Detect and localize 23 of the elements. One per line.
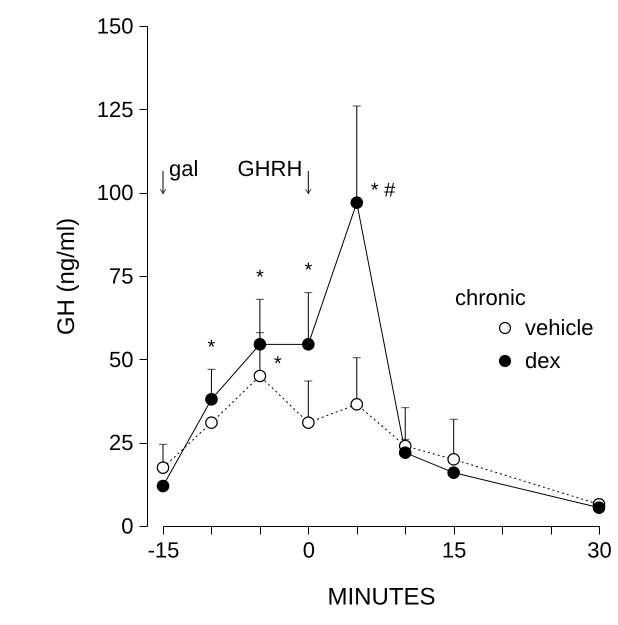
- y-tick-label: 150: [96, 14, 134, 38]
- ref-line-label: gal: [169, 156, 198, 181]
- y-tick-label: 50: [109, 346, 134, 372]
- annotation: * #: [370, 180, 396, 202]
- annotation: *: [208, 336, 216, 358]
- annotation: *: [304, 260, 312, 282]
- y-tick-label: 0: [121, 514, 134, 538]
- annotation: *: [274, 353, 282, 375]
- y-tick-label: 100: [96, 180, 134, 206]
- x-tick-label: 30: [587, 538, 612, 562]
- legend-title: chronic: [455, 285, 526, 310]
- legend-label: vehicle: [525, 315, 594, 340]
- annotation: *: [256, 266, 264, 288]
- ref-line-label: GHRH: [238, 156, 302, 181]
- y-tick-label: 75: [109, 264, 134, 288]
- x-tick-label: 0: [302, 538, 315, 562]
- x-tick-label: 15: [442, 538, 466, 562]
- y-tick-label: 25: [109, 430, 134, 456]
- x-tick-label: -15: [148, 538, 180, 562]
- x-axis-title: MINUTES: [328, 584, 436, 610]
- y-tick-label: 125: [96, 96, 134, 122]
- y-axis-title: GH (ng/ml): [52, 218, 80, 336]
- legend-label: dex: [525, 348, 560, 373]
